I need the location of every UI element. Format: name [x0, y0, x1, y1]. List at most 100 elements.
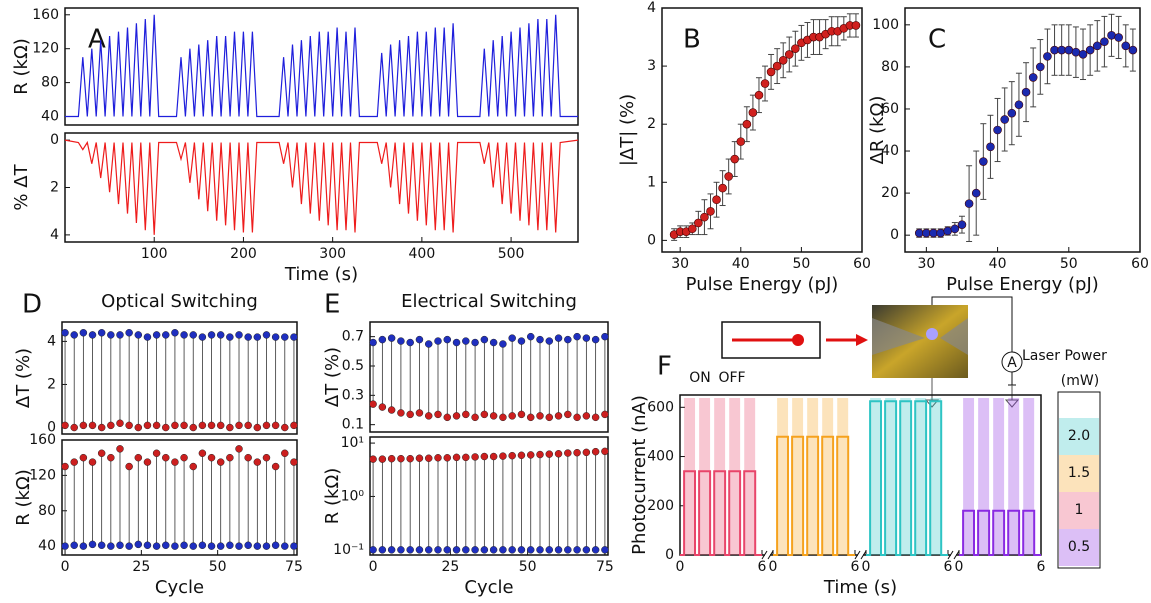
data-point	[508, 412, 516, 420]
data-point	[724, 172, 733, 181]
data-point	[415, 454, 424, 462]
data-point	[143, 333, 152, 341]
panel-letter: B	[683, 25, 701, 55]
data-point	[545, 413, 554, 422]
x-tick-label: 6	[1037, 559, 1046, 575]
data-point	[424, 454, 433, 462]
y-tick-label: 100	[872, 17, 899, 33]
x-tick-label: 400	[409, 246, 436, 262]
data-point	[922, 228, 931, 238]
data-point	[61, 462, 69, 471]
data-point	[271, 462, 280, 471]
data-point	[424, 546, 433, 554]
data-point	[564, 410, 572, 419]
data-point	[70, 423, 78, 432]
y-tick-label: 1	[647, 174, 656, 190]
data-point	[601, 546, 609, 554]
data-point	[517, 410, 526, 419]
data-point	[452, 338, 461, 347]
data-point	[235, 331, 243, 339]
data-point	[489, 546, 498, 554]
data-point	[244, 421, 252, 430]
data-point	[778, 55, 788, 65]
data-point	[262, 542, 271, 550]
data-point	[235, 421, 243, 430]
legend-box	[1057, 391, 1101, 569]
data-point	[226, 423, 234, 432]
data-point	[198, 541, 207, 550]
laser-pulse	[714, 398, 726, 555]
data-point	[162, 541, 170, 550]
data-point	[134, 423, 143, 432]
data-point	[471, 546, 479, 554]
data-point	[536, 450, 544, 459]
data-point	[262, 453, 271, 462]
data-point	[914, 228, 924, 238]
x-tick-label: 0	[369, 559, 378, 575]
x-tick-label: 0	[955, 559, 964, 575]
data-point	[754, 90, 764, 100]
x-tick-label: 0	[676, 559, 685, 575]
data-point	[79, 453, 88, 462]
laser-pulse	[915, 398, 927, 555]
axis-break-mark	[947, 550, 954, 560]
data-point	[207, 542, 216, 550]
data-point	[434, 546, 442, 554]
x-tick-label: 75	[596, 559, 614, 575]
data-point	[162, 331, 170, 339]
data-point	[107, 453, 115, 462]
y-tick-label: 600	[647, 399, 674, 415]
x-tick-label: 40	[732, 256, 750, 272]
arrow-head	[1004, 399, 1020, 408]
y-axis-label: Photocurrent (nA)	[629, 395, 650, 555]
y-tick-label: 2	[47, 376, 56, 392]
y-tick-label: 0	[647, 232, 656, 248]
data-point	[397, 409, 405, 417]
data-point	[694, 218, 703, 228]
data-point	[434, 454, 442, 462]
data-point	[471, 413, 479, 422]
laser-pulse	[822, 398, 834, 555]
laser-pulse	[792, 398, 804, 555]
x-tick-label: 500	[498, 246, 525, 262]
data-point	[1092, 41, 1102, 51]
data-point	[591, 546, 600, 554]
data-point	[471, 338, 479, 347]
arrow-head	[924, 399, 940, 408]
x-axis-label: Pulse Energy (pJ)	[686, 274, 839, 295]
data-point	[993, 125, 1002, 135]
data-point	[143, 458, 152, 466]
legend-title: (mW)	[1061, 373, 1099, 389]
data-point	[489, 412, 498, 420]
data-point	[415, 409, 424, 417]
y-tick-label: 0.7	[342, 329, 364, 345]
data-point	[582, 412, 591, 420]
data-point	[591, 413, 600, 422]
data-point	[134, 453, 143, 462]
data-point	[116, 541, 124, 550]
data-point	[107, 542, 115, 550]
photocurrent-line	[959, 509, 1041, 556]
device-spot	[926, 328, 938, 340]
data-point	[736, 137, 746, 146]
legend-swatch	[1059, 418, 1099, 455]
laser-pulse	[684, 398, 696, 555]
data-point	[784, 50, 794, 59]
data-point	[207, 421, 216, 430]
x-axis-label: Pulse Energy (pJ)	[946, 274, 1099, 295]
laser-pulse	[1008, 398, 1020, 555]
data-point	[712, 195, 721, 205]
y-tick-label: 4	[50, 227, 59, 243]
chart-title: Optical Switching	[101, 291, 258, 312]
data-point	[207, 331, 216, 339]
data-point	[369, 400, 377, 408]
panel-letter: A	[88, 25, 106, 55]
data-point	[79, 542, 88, 550]
x-axis-label: Cycle	[155, 577, 204, 598]
data-point	[290, 542, 298, 550]
data-point	[573, 413, 581, 422]
data-point	[61, 329, 69, 337]
electrode	[872, 318, 925, 355]
axis-break	[765, 552, 770, 558]
legend-swatch	[1059, 455, 1099, 492]
